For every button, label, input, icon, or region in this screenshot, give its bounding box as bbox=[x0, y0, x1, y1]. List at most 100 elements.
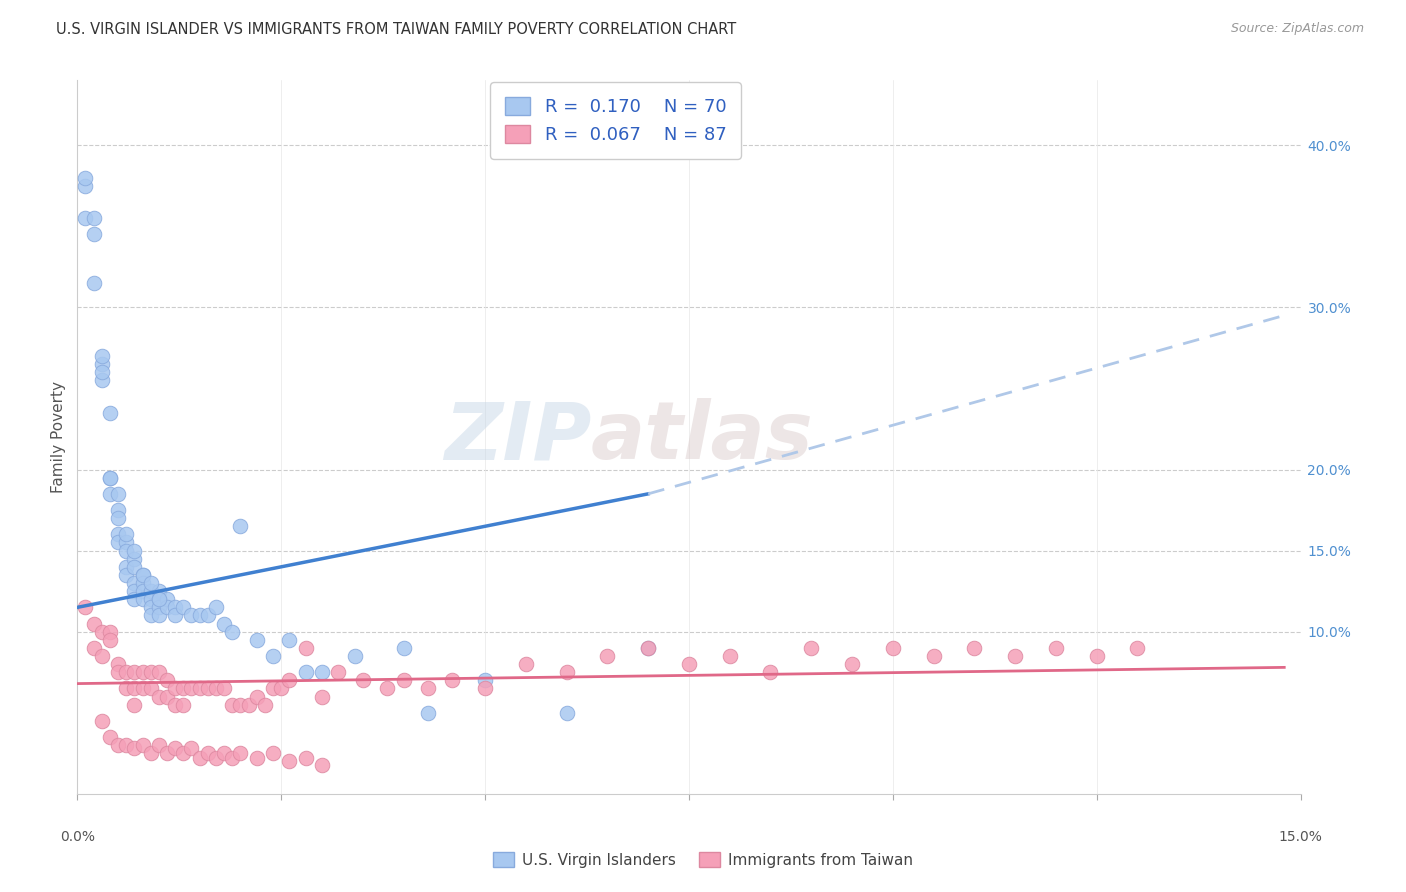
Point bbox=[98, 470, 121, 484]
Point bbox=[270, 681, 292, 696]
Point bbox=[343, 648, 366, 663]
Point bbox=[165, 600, 187, 615]
Point bbox=[148, 600, 170, 615]
Point bbox=[212, 747, 235, 761]
Point bbox=[188, 608, 211, 623]
Point bbox=[98, 730, 121, 744]
Point bbox=[221, 624, 243, 639]
Point bbox=[328, 665, 350, 680]
Point bbox=[278, 755, 301, 769]
Point bbox=[1045, 640, 1067, 655]
Point bbox=[294, 751, 316, 765]
Point bbox=[311, 757, 333, 772]
Point bbox=[107, 738, 129, 752]
Point bbox=[262, 681, 284, 696]
Point bbox=[115, 738, 138, 752]
Point bbox=[841, 657, 863, 672]
Point bbox=[139, 665, 162, 680]
Point bbox=[172, 698, 194, 712]
Point bbox=[115, 543, 138, 558]
Point bbox=[139, 576, 162, 591]
Point bbox=[474, 681, 496, 696]
Point bbox=[115, 568, 138, 582]
Text: ZIP: ZIP bbox=[444, 398, 591, 476]
Point bbox=[83, 211, 105, 226]
Point bbox=[107, 535, 129, 549]
Point bbox=[75, 211, 97, 226]
Point bbox=[98, 487, 121, 501]
Point bbox=[139, 608, 162, 623]
Point bbox=[90, 624, 112, 639]
Point bbox=[124, 551, 146, 566]
Point bbox=[246, 632, 269, 647]
Point bbox=[124, 559, 146, 574]
Point bbox=[212, 616, 235, 631]
Text: atlas: atlas bbox=[591, 398, 814, 476]
Point bbox=[882, 640, 904, 655]
Point bbox=[156, 673, 179, 688]
Point bbox=[148, 738, 170, 752]
Point bbox=[1126, 640, 1149, 655]
Point bbox=[148, 592, 170, 607]
Point bbox=[637, 640, 659, 655]
Point bbox=[131, 665, 153, 680]
Point bbox=[90, 349, 112, 363]
Point bbox=[172, 600, 194, 615]
Point bbox=[90, 648, 112, 663]
Point bbox=[165, 608, 187, 623]
Point bbox=[75, 600, 97, 615]
Point bbox=[515, 657, 537, 672]
Point bbox=[238, 698, 260, 712]
Point bbox=[311, 690, 333, 704]
Point bbox=[124, 592, 146, 607]
Point bbox=[165, 741, 187, 756]
Point bbox=[963, 640, 986, 655]
Point bbox=[107, 503, 129, 517]
Y-axis label: Family Poverty: Family Poverty bbox=[51, 381, 66, 493]
Point bbox=[115, 681, 138, 696]
Point bbox=[156, 600, 179, 615]
Point bbox=[246, 751, 269, 765]
Point bbox=[555, 706, 578, 720]
Point bbox=[131, 681, 153, 696]
Point bbox=[139, 584, 162, 599]
Text: Source: ZipAtlas.com: Source: ZipAtlas.com bbox=[1230, 22, 1364, 36]
Point bbox=[131, 568, 153, 582]
Point bbox=[375, 681, 398, 696]
Point bbox=[172, 747, 194, 761]
Point bbox=[124, 698, 146, 712]
Point bbox=[139, 747, 162, 761]
Point bbox=[392, 640, 415, 655]
Legend: R =  0.170    N = 70, R =  0.067    N = 87: R = 0.170 N = 70, R = 0.067 N = 87 bbox=[491, 82, 741, 159]
Point bbox=[221, 698, 243, 712]
Point bbox=[124, 576, 146, 591]
Point bbox=[229, 747, 252, 761]
Point bbox=[180, 608, 202, 623]
Point bbox=[107, 487, 129, 501]
Point bbox=[180, 681, 202, 696]
Point bbox=[131, 592, 153, 607]
Point bbox=[156, 592, 179, 607]
Point bbox=[180, 741, 202, 756]
Point bbox=[156, 747, 179, 761]
Point bbox=[90, 357, 112, 371]
Point bbox=[416, 681, 439, 696]
Point bbox=[124, 584, 146, 599]
Point bbox=[98, 624, 121, 639]
Point bbox=[156, 690, 179, 704]
Point bbox=[115, 527, 138, 541]
Point bbox=[188, 681, 211, 696]
Point bbox=[107, 511, 129, 525]
Point bbox=[262, 747, 284, 761]
Point bbox=[800, 640, 823, 655]
Point bbox=[922, 648, 945, 663]
Point bbox=[441, 673, 464, 688]
Point bbox=[172, 681, 194, 696]
Point bbox=[165, 681, 187, 696]
Point bbox=[90, 365, 112, 379]
Point bbox=[197, 608, 219, 623]
Text: 15.0%: 15.0% bbox=[1278, 830, 1323, 844]
Point bbox=[83, 227, 105, 242]
Point bbox=[474, 673, 496, 688]
Point bbox=[83, 640, 105, 655]
